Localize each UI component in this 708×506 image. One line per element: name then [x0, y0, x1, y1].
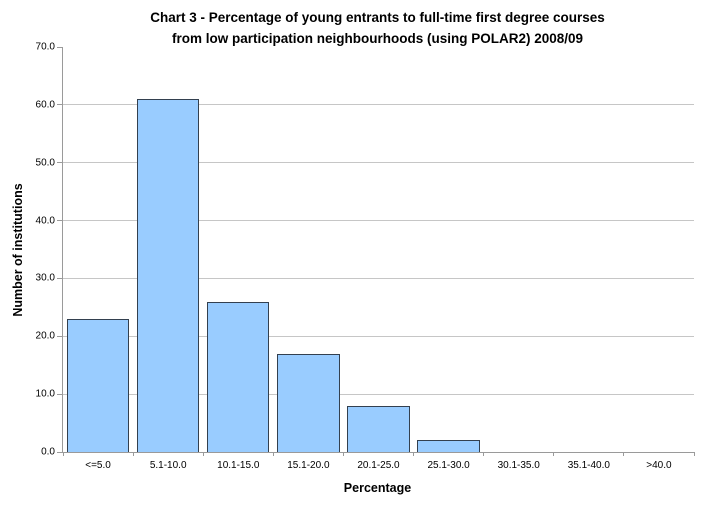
- y-axis-tick: [57, 277, 62, 279]
- y-tick-label: 30.0: [35, 272, 55, 284]
- chart-title-line-2: from low participation neighbourhoods (u…: [171, 31, 584, 46]
- gridline: [63, 277, 694, 279]
- x-axis-title: Percentage: [343, 481, 412, 495]
- bar-20.1-25.0: [347, 405, 410, 452]
- y-axis-tick: [57, 46, 62, 48]
- y-axis-tick: [57, 393, 62, 395]
- x-axis-tick: [132, 452, 134, 456]
- x-axis-tick: [483, 452, 485, 456]
- y-axis-tick: [57, 104, 62, 106]
- gridline: [63, 335, 694, 337]
- bar-<=5.0: [66, 318, 130, 452]
- x-axis-tick: [202, 452, 204, 456]
- x-tick-label: >40.0: [646, 460, 672, 471]
- x-axis-tick: [272, 452, 274, 456]
- y-tick-label: 70.0: [35, 41, 55, 53]
- x-axis-tick: [623, 452, 625, 456]
- y-axis-tick: [57, 335, 62, 337]
- y-axis-title: Number of institutions: [11, 183, 25, 317]
- y-axis-tick: [57, 451, 62, 453]
- chart-title-line-1: Chart 3 - Percentage of young entrants t…: [150, 10, 605, 25]
- y-tick-label: 10.0: [35, 388, 55, 400]
- gridline: [63, 104, 694, 106]
- plot-area: 0.0 10.0 20.0 30.0 40.0 50.0 60.0 70.0 <=5.0 5.1-…: [36, 42, 695, 471]
- x-tick-label: 30.1-35.0: [497, 460, 540, 471]
- y-axis-tick: [57, 220, 62, 222]
- x-tick-label: 35.1-40.0: [567, 460, 610, 471]
- x-tick-label: 15.1-20.0: [287, 460, 330, 471]
- x-axis-tick: [342, 452, 344, 456]
- x-tick-label: <=5.0: [85, 460, 111, 471]
- x-axis-tick: [693, 452, 695, 456]
- x-tick-label: 25.1-30.0: [427, 460, 470, 471]
- gridline: [63, 393, 694, 395]
- chart-title: Chart 3 - Percentage of young entrants t…: [62, 7, 693, 49]
- gridline: [63, 162, 694, 164]
- x-axis-tick: [413, 452, 415, 456]
- gridline: [63, 220, 694, 222]
- x-axis-tick: [62, 452, 64, 456]
- y-tick-label: 20.0: [35, 330, 55, 342]
- x-tick-label: 20.1-25.0: [357, 460, 400, 471]
- x-tick-label: 5.1-10.0: [149, 460, 187, 471]
- y-tick-label: 40.0: [35, 215, 55, 227]
- x-tick-label: 10.1-15.0: [217, 460, 260, 471]
- y-tick-label: 50.0: [35, 157, 55, 169]
- bar-5.1-10.0: [136, 99, 200, 452]
- y-tick-label: 0.0: [41, 446, 55, 458]
- y-tick-label: 60.0: [35, 99, 55, 111]
- bar-25.1-30.0: [417, 440, 480, 452]
- bar-15.1-20.0: [277, 353, 340, 452]
- x-axis-tick: [553, 452, 555, 456]
- bar-10.1-15.0: [207, 301, 270, 452]
- y-axis-tick: [57, 162, 62, 164]
